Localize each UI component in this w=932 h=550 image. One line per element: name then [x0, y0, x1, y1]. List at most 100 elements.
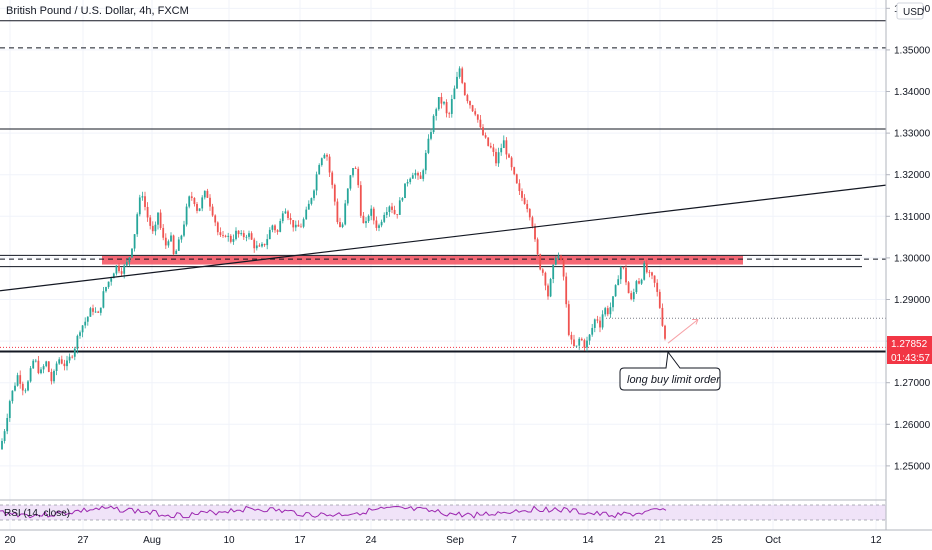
candle-body: [81, 325, 84, 333]
candle-body: [599, 320, 601, 328]
candle-body: [97, 311, 100, 313]
candle-body: [554, 258, 557, 265]
candle-body: [469, 101, 471, 106]
candle-body: [136, 214, 139, 235]
candles: [1, 66, 666, 450]
candle-body: [505, 140, 508, 155]
candle-body: [32, 360, 35, 369]
x-tick-label: 25: [711, 535, 723, 546]
candle-body: [55, 363, 58, 371]
candle-body: [578, 338, 581, 346]
candle-body: [586, 340, 588, 348]
candle-body: [560, 255, 562, 260]
rsi-line: [0, 505, 667, 519]
candle-body: [183, 224, 185, 236]
candle-body: [450, 98, 453, 114]
y-tick-label: 1.34000: [894, 87, 931, 98]
candle-body: [458, 68, 461, 77]
candle-body: [287, 211, 289, 218]
candle-body: [651, 272, 653, 276]
candle-body: [359, 185, 362, 216]
candle-body: [99, 307, 102, 313]
candle-body: [92, 308, 94, 312]
candle-body: [541, 269, 544, 273]
candle-body: [1, 440, 3, 450]
candle-body: [411, 175, 414, 179]
candle-body: [188, 196, 191, 207]
candle-body: [229, 235, 232, 242]
candle-body: [547, 285, 549, 297]
candle-body: [625, 267, 627, 283]
candle-body: [575, 345, 578, 347]
candle-body: [570, 334, 573, 340]
candle-body: [489, 145, 492, 148]
candle-body: [383, 214, 386, 222]
candle-body: [612, 296, 614, 308]
candle-body: [385, 211, 388, 215]
candle-body: [378, 225, 380, 228]
candle-body: [29, 368, 32, 382]
candle-body: [102, 291, 105, 308]
candle-body: [274, 225, 276, 231]
time-axis[interactable]: 20 27 Aug 10 17 24 Sep 7 14 21 25 Oct 12: [4, 535, 882, 546]
candle-body: [133, 234, 136, 249]
horizontal-levels: [0, 20, 886, 353]
candle-body: [409, 178, 412, 183]
candle-body: [19, 375, 22, 384]
candle-body: [250, 233, 253, 240]
candle-body: [151, 225, 154, 232]
candle-body: [531, 217, 534, 227]
candle-body: [79, 332, 81, 336]
candle-body: [141, 196, 144, 198]
candle-body: [58, 359, 61, 364]
candle-body: [427, 138, 430, 153]
candle-body: [536, 239, 539, 255]
candle-body: [339, 222, 341, 227]
candle-body: [622, 267, 625, 269]
candle-body: [391, 206, 393, 210]
last-price-badge: [887, 336, 932, 350]
candle-body: [14, 385, 16, 391]
candle-body: [47, 361, 50, 372]
candle-body: [224, 235, 227, 237]
drawings: [0, 184, 887, 344]
candle-body: [424, 152, 427, 171]
candle-body: [474, 111, 477, 115]
candle-body: [73, 348, 76, 357]
candle-body: [614, 285, 617, 297]
candle-body: [656, 282, 659, 292]
annotation-text: long buy limit order: [627, 374, 721, 386]
candle-body: [557, 255, 560, 259]
candle-body: [437, 97, 440, 110]
candle-body: [112, 273, 115, 279]
candle-body: [573, 339, 575, 347]
candle-body: [492, 147, 495, 152]
resistance-zone: [102, 255, 743, 265]
candle-body: [276, 230, 279, 232]
candle-body: [648, 272, 651, 274]
candle-body: [632, 292, 635, 300]
countdown-value: 01:43:57: [891, 353, 930, 364]
candle-body: [128, 257, 131, 263]
candle-body: [146, 206, 149, 218]
candle-body: [66, 360, 68, 367]
candle-body: [292, 220, 295, 228]
candle-body: [617, 279, 620, 286]
candle-body: [318, 165, 321, 175]
candle-body: [432, 115, 435, 133]
candle-body: [430, 132, 432, 139]
candle-body: [175, 250, 178, 255]
candle-body: [398, 200, 401, 215]
candle-body: [110, 278, 113, 282]
y-tick-label: 1.26000: [894, 420, 931, 431]
candle-body: [604, 308, 607, 315]
candle-body: [352, 168, 354, 176]
candle-body: [521, 191, 523, 198]
candle-body: [661, 307, 664, 326]
rsi-band: [0, 505, 886, 520]
candle-body: [346, 188, 349, 204]
candle-body: [448, 113, 451, 115]
candle-body: [255, 245, 258, 249]
candle-body: [567, 304, 570, 335]
